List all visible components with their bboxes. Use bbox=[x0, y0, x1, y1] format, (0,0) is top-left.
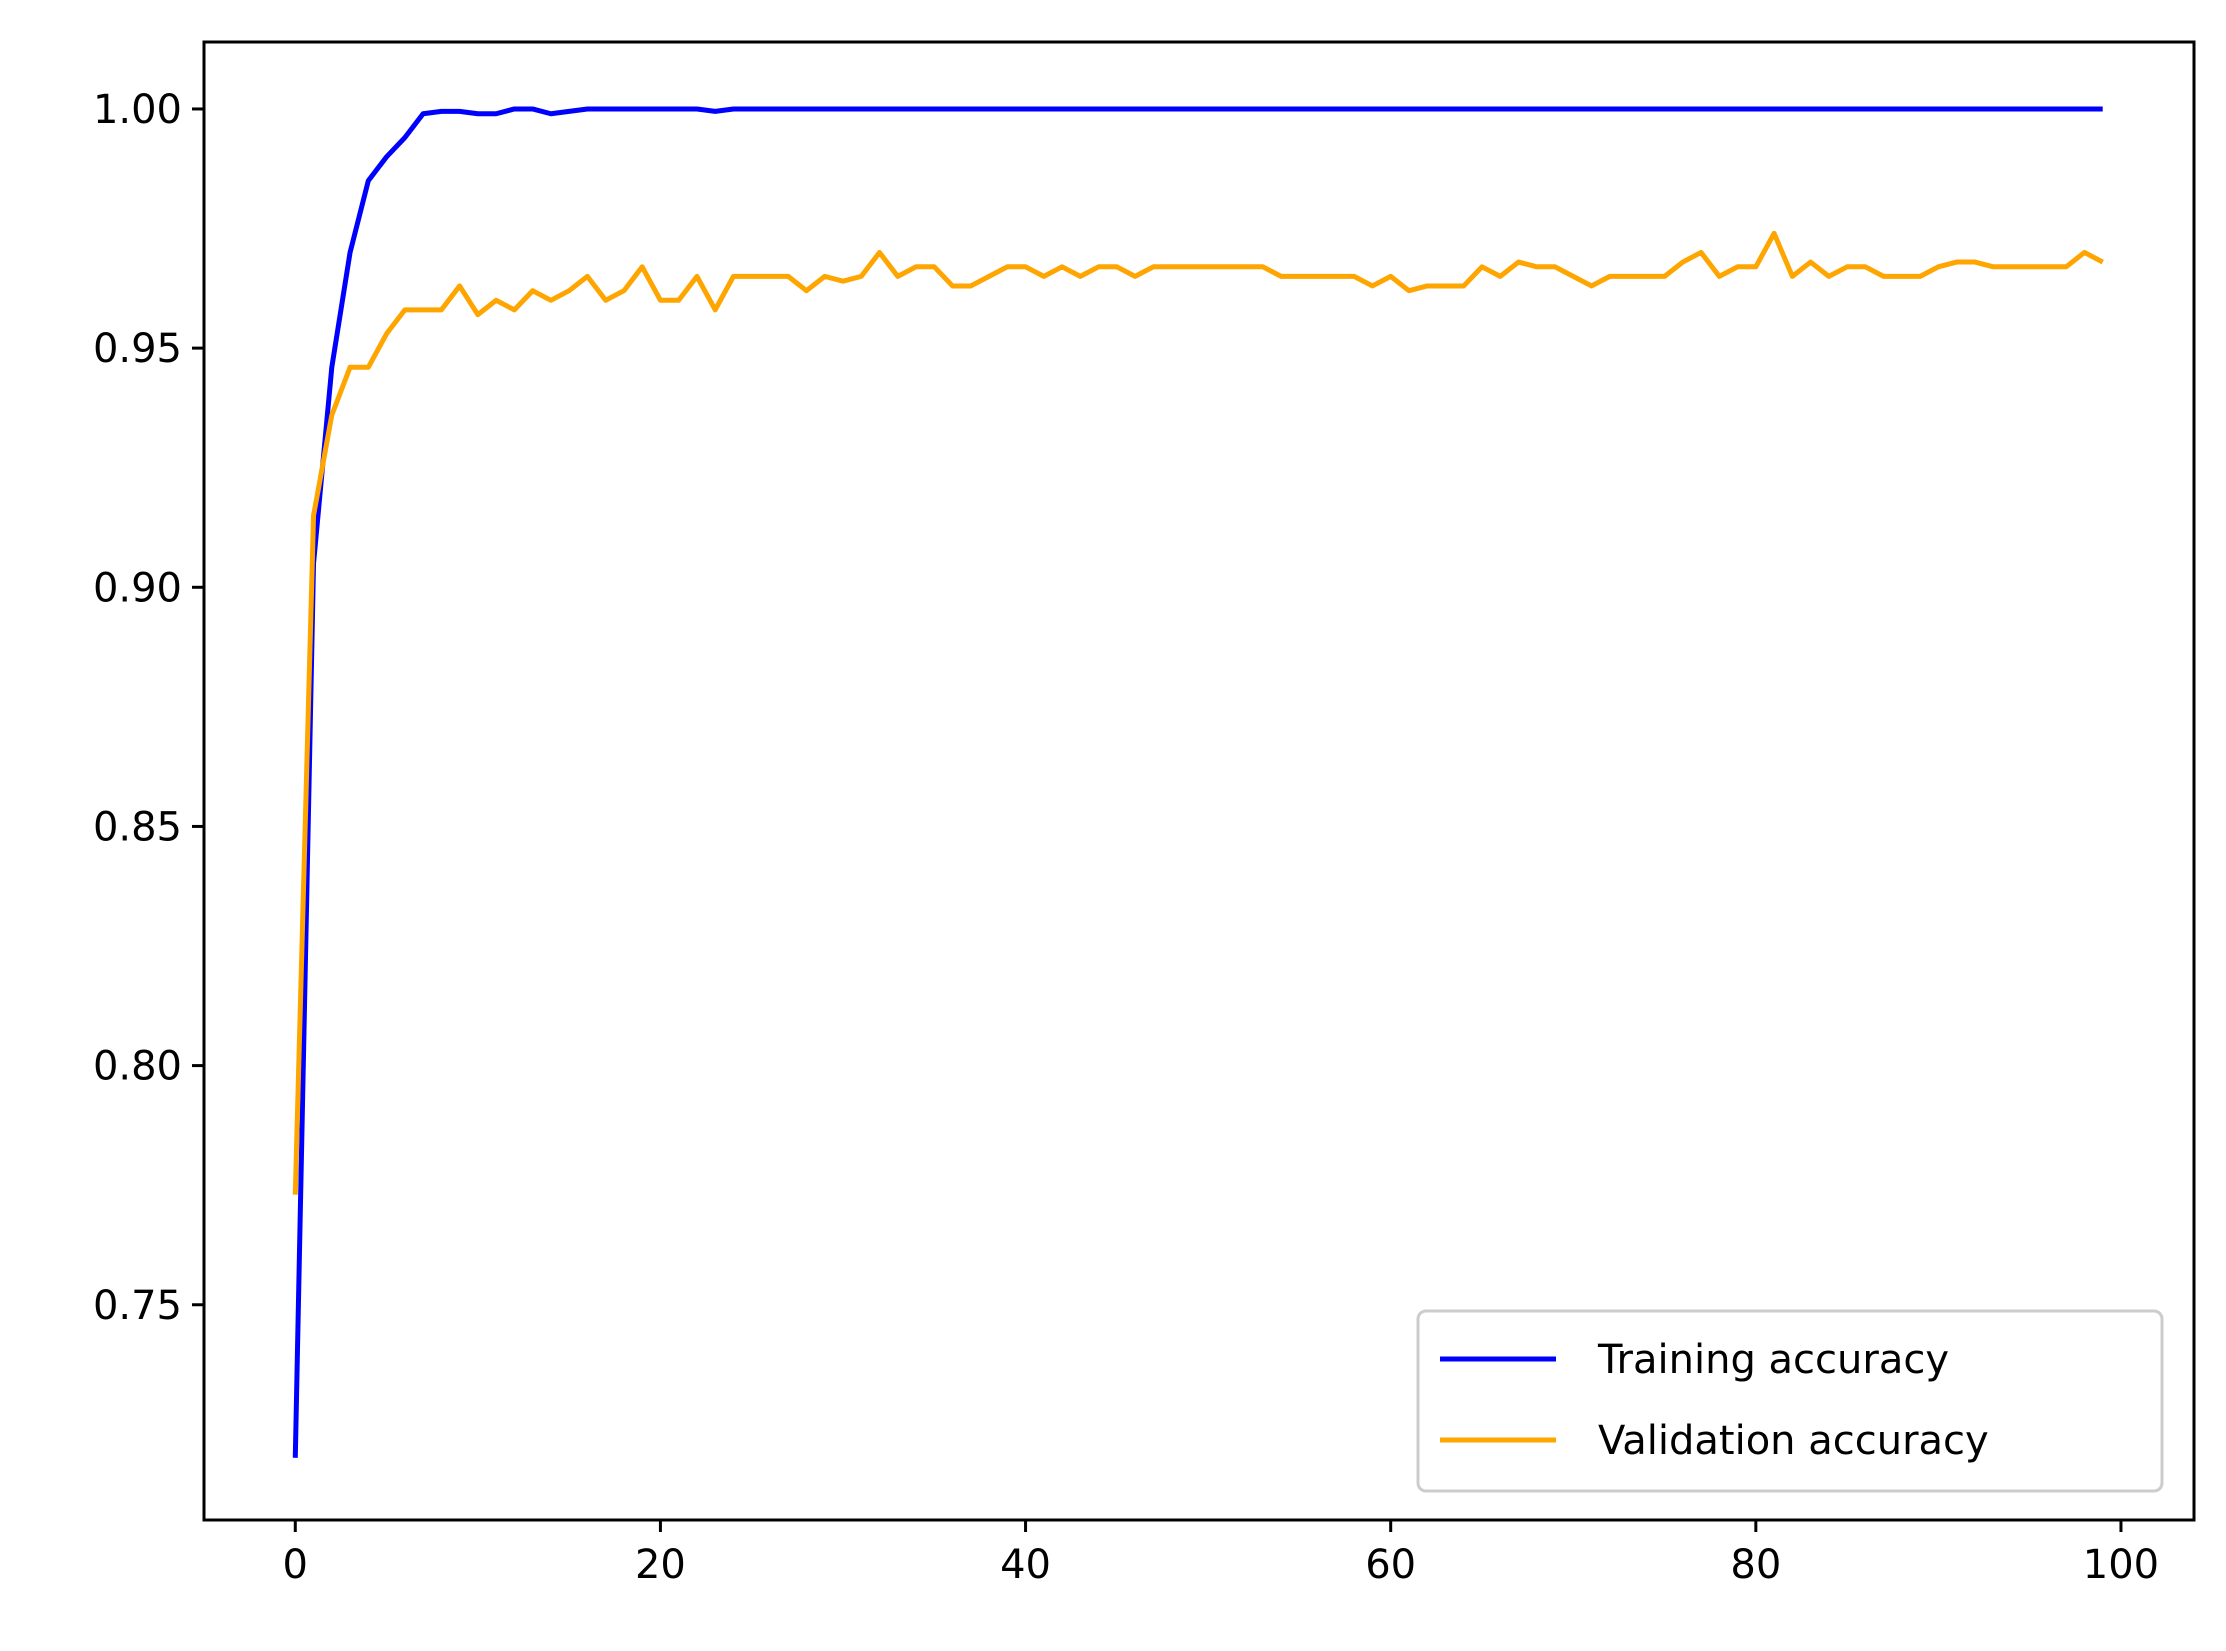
legend-box bbox=[1416, 1309, 2164, 1493]
y-tick-label: 0.85 bbox=[93, 804, 182, 850]
legend-label-training: Training accuracy bbox=[1597, 1337, 1949, 1383]
y-tick-label: 0.90 bbox=[93, 565, 182, 611]
x-tick-label: 40 bbox=[1000, 1542, 1051, 1588]
plot-frame bbox=[202, 40, 2196, 1522]
legend-label-validation: Validation accuracy bbox=[1598, 1418, 1989, 1464]
x-tick-label: 100 bbox=[2083, 1542, 2159, 1588]
x-axis: 0 20 40 60 80 100 bbox=[283, 1520, 2159, 1588]
x-tick-label: 20 bbox=[635, 1542, 686, 1588]
y-axis: 0.75 0.80 0.85 0.90 0.95 1.00 bbox=[93, 87, 204, 1329]
y-tick-label: 0.95 bbox=[93, 326, 182, 372]
series-line-training bbox=[292, 106, 2103, 1458]
y-tick-label: 0.75 bbox=[93, 1283, 182, 1329]
y-tick-label: 0.80 bbox=[93, 1044, 182, 1090]
legend: Training accuracy Validation accuracy bbox=[1416, 1309, 2164, 1493]
series-line-validation bbox=[292, 230, 2104, 1195]
y-tick-label: 1.00 bbox=[93, 87, 182, 133]
x-tick-label: 60 bbox=[1365, 1542, 1416, 1588]
series-layer bbox=[292, 106, 2104, 1458]
x-tick-label: 80 bbox=[1730, 1542, 1781, 1588]
x-tick-label: 0 bbox=[283, 1542, 308, 1588]
